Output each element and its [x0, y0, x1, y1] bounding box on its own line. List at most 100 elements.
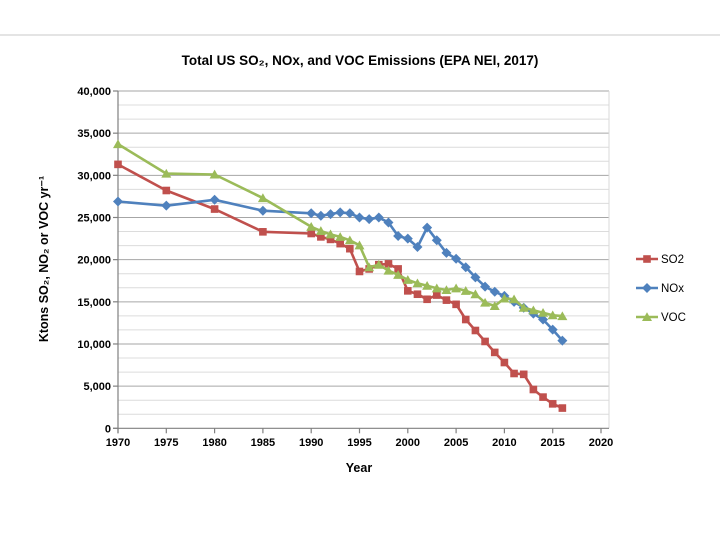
- x-axis-title: Year: [346, 461, 373, 475]
- triangle-marker: [441, 285, 452, 295]
- diamond-marker: [344, 208, 355, 219]
- triangle-marker: [642, 312, 652, 321]
- square-marker: [307, 229, 315, 238]
- square-marker: [259, 228, 267, 236]
- diamond-marker: [642, 283, 652, 293]
- triangle-marker: [480, 297, 491, 307]
- triangle-marker: [402, 275, 413, 284]
- triangle-marker: [547, 310, 558, 320]
- y-tick-label: 5,000: [83, 381, 111, 393]
- axes: [113, 90, 609, 434]
- triangle-marker: [489, 301, 500, 311]
- diamond-marker: [383, 217, 394, 228]
- square-marker: [114, 160, 122, 169]
- triangle-marker: [509, 294, 520, 304]
- triangle-marker: [364, 262, 375, 272]
- triangle-marker: [383, 265, 394, 275]
- square-marker: [519, 370, 528, 379]
- diamond-marker: [325, 209, 336, 220]
- square-marker: [394, 265, 402, 273]
- triangle-marker: [470, 289, 481, 299]
- square-marker: [481, 337, 489, 346]
- triangle-marker: [335, 232, 346, 241]
- diamond-marker: [315, 210, 326, 221]
- series-markers-voc: [113, 139, 568, 321]
- y-axis-title: Ktons SO₂, NO₂ or VOC yr⁻¹: [37, 176, 51, 342]
- triangle-marker: [373, 259, 384, 269]
- triangle-marker: [518, 302, 529, 312]
- diamond-marker: [412, 242, 423, 253]
- diamond-marker: [489, 286, 500, 297]
- x-tick-label: 1985: [251, 437, 275, 449]
- diamond-marker: [441, 247, 452, 258]
- triangle-marker: [431, 283, 442, 293]
- square-marker: [384, 260, 393, 268]
- y-tick-label: 0: [105, 423, 111, 435]
- triangle-marker: [538, 307, 549, 317]
- triangle-marker: [325, 229, 336, 239]
- square-marker: [461, 315, 470, 324]
- square-marker: [162, 186, 171, 195]
- square-marker: [404, 287, 412, 295]
- series-markers-so2: [114, 160, 567, 412]
- y-tick-label: 10,000: [77, 339, 111, 351]
- x-tick-label: 1980: [202, 437, 226, 449]
- y-tick-label: 30,000: [77, 170, 111, 182]
- series-so2: [114, 160, 567, 412]
- diamond-marker: [257, 205, 268, 216]
- triangle-marker: [393, 270, 404, 279]
- series-line-nox: [116, 198, 564, 342]
- triangle-marker: [412, 278, 423, 288]
- diamond-marker: [538, 314, 549, 325]
- triangle-marker: [451, 283, 462, 293]
- x-tick-label: 2020: [589, 437, 613, 449]
- square-marker: [452, 300, 460, 309]
- x-tick-label: 2005: [444, 437, 468, 449]
- diamond-marker: [113, 196, 123, 207]
- x-tick-label: 2010: [492, 437, 516, 449]
- square-marker: [326, 235, 335, 244]
- square-marker: [423, 295, 431, 304]
- square-marker: [346, 244, 354, 253]
- triangle-marker: [209, 169, 220, 179]
- triangle-marker: [460, 286, 471, 295]
- square-marker: [558, 404, 567, 412]
- triangle-marker: [422, 280, 433, 290]
- chart-title: Total US SO₂, NOx, and VOC Emissions (EP…: [182, 53, 539, 68]
- legend-item-voc: VOC: [636, 312, 686, 324]
- diamond-marker: [393, 231, 404, 242]
- square-marker: [510, 369, 518, 378]
- y-tick-label: 35,000: [77, 128, 111, 140]
- x-tick-label: 1970: [106, 437, 130, 449]
- diamond-marker: [547, 324, 558, 335]
- square-marker: [529, 385, 538, 394]
- triangle-marker: [499, 293, 510, 303]
- triangle-marker: [306, 221, 317, 231]
- diamond-marker: [335, 207, 346, 218]
- series-line-so2: [116, 163, 564, 410]
- diamond-marker: [431, 235, 442, 246]
- x-tick-label: 2000: [396, 437, 420, 449]
- triangle-marker: [315, 226, 326, 235]
- triangle-marker: [257, 193, 268, 203]
- triangle-marker: [528, 305, 539, 315]
- diamond-marker: [354, 212, 365, 223]
- diamond-marker: [470, 272, 481, 283]
- x-tick-label: 1975: [154, 437, 178, 449]
- diamond-marker: [373, 212, 384, 223]
- square-marker: [355, 267, 364, 276]
- diamond-marker: [557, 335, 568, 346]
- triangle-marker: [113, 139, 123, 149]
- triangle-marker: [354, 240, 365, 250]
- diamond-marker: [460, 262, 471, 273]
- diamond-marker: [364, 214, 375, 225]
- square-marker: [548, 400, 557, 408]
- legend: SO2 NOx VOC: [636, 254, 686, 324]
- y-tick-label: 25,000: [77, 212, 111, 224]
- square-marker: [490, 348, 499, 357]
- legend-label-nox: NOx: [661, 283, 684, 295]
- diamond-marker: [451, 253, 462, 264]
- diamond-marker: [422, 222, 433, 233]
- square-marker: [210, 205, 219, 213]
